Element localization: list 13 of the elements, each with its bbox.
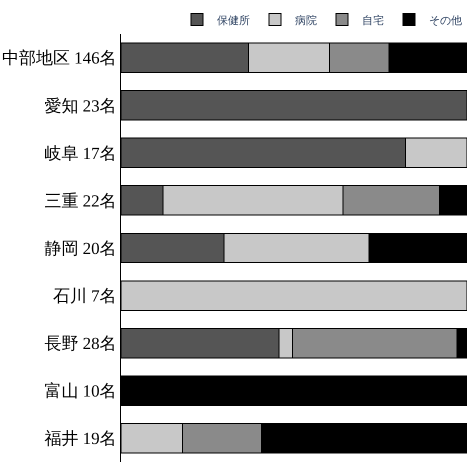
y-tick-label: 三重 22名 — [44, 191, 117, 210]
y-tick-label: 岐阜 17名 — [44, 144, 117, 163]
y-tick-label: 石川 7名 — [52, 286, 117, 306]
legend-label: その他 — [429, 14, 462, 27]
y-tick-label: 愛知 23名 — [44, 96, 117, 116]
legend-label: 保健所 — [217, 14, 250, 27]
legend-label: 自宅 — [362, 14, 384, 27]
legend-label: 病院 — [295, 14, 317, 27]
y-tick-label: 中部地区 146名 — [2, 48, 117, 68]
y-tick-label: 静岡 20名 — [44, 238, 117, 258]
y-tick-label: 長野 28名 — [44, 334, 117, 354]
y-tick-label: 富山 10名 — [44, 382, 117, 401]
y-tick-label: 福井 19名 — [44, 429, 117, 448]
